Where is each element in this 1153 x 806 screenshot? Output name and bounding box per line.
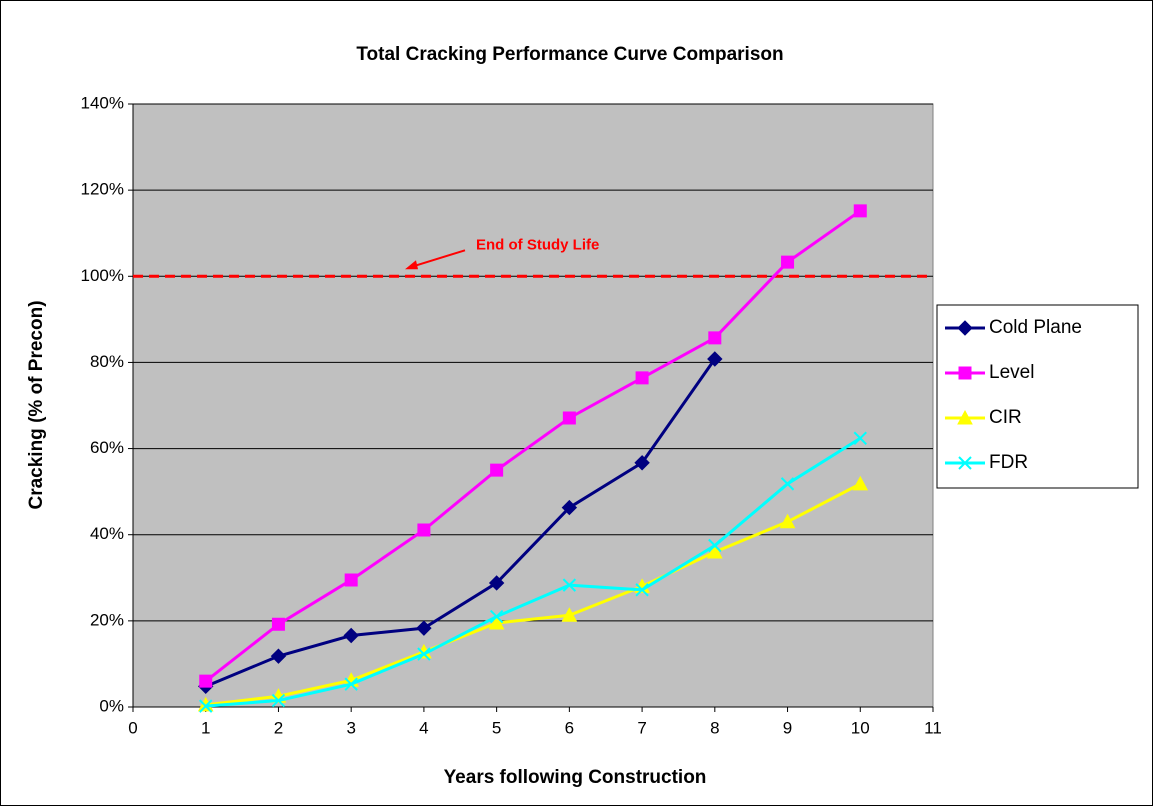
y-tick-label: 20% [90,610,124,629]
y-axis-label: Cracking (% of Precon) [26,300,47,509]
x-axis-label: Years following Construction [444,767,707,788]
data-point [344,677,358,691]
annotation: End of Study Life [476,236,599,253]
data-point [344,573,358,587]
data-point [197,696,214,712]
data-point [416,620,432,636]
plot-background [132,103,934,708]
data-point [270,648,287,664]
data-point [853,204,867,218]
x-tick-label: 4 [419,718,428,737]
data-point [780,477,795,491]
data-point [706,543,723,559]
y-tick-label: 60% [90,438,124,457]
data-point [417,647,431,661]
data-point [708,538,722,553]
data-point [417,523,431,537]
legend-label: FDR [989,452,1028,473]
legend-marker [958,456,972,470]
data-point [343,627,359,644]
y-tick-label: 120% [81,180,124,199]
data-point [561,499,578,516]
x-tick-label: 5 [492,718,501,737]
x-tick-label: 2 [274,718,283,737]
y-tick-label: 40% [90,524,124,543]
x-tick-label: 8 [710,718,719,737]
data-point [779,513,796,529]
x-tick-label: 3 [346,718,355,737]
x-tick-label: 6 [565,718,574,737]
data-point [199,674,213,688]
data-point [781,255,795,269]
data-point [488,575,505,591]
data-point [562,411,576,425]
y-tick-label: 80% [90,352,124,371]
legend-marker [958,366,972,380]
x-tick-label: 0 [128,718,137,737]
data-point [635,583,649,597]
data-point [561,607,578,622]
series-line [205,436,862,708]
y-tick-label: 0% [99,696,124,715]
y-tick-label: 140% [81,93,124,112]
legend-marker [957,320,973,336]
legend-marker [957,409,973,425]
x-tick-label: 7 [637,718,646,737]
series-line [205,358,717,688]
series-line [204,209,862,683]
data-point [634,455,650,471]
x-tick-label: 11 [924,718,942,737]
data-point [271,693,286,708]
legend-label: CIR [989,407,1022,428]
data-point [488,614,505,630]
y-tick-label: 100% [81,266,124,285]
data-point [199,699,213,713]
data-point [852,475,869,491]
legend-label: Cold Plane [989,317,1082,338]
x-tick-label: 9 [783,718,792,737]
legend-label: Level [989,362,1034,383]
data-point [562,578,577,592]
data-point [490,463,504,477]
data-point [271,617,285,631]
data-point [635,371,649,385]
series-line [205,482,861,707]
annotation-arrow [409,249,466,269]
x-tick-label: 1 [201,718,210,737]
chart-title: Total Cracking Performance Curve Compari… [356,44,783,65]
data-point [489,609,504,624]
x-tick-label: 10 [851,718,870,737]
data-point [708,331,722,345]
data-point [707,351,723,367]
data-point [853,431,867,445]
annotation-arrowhead [405,260,418,270]
